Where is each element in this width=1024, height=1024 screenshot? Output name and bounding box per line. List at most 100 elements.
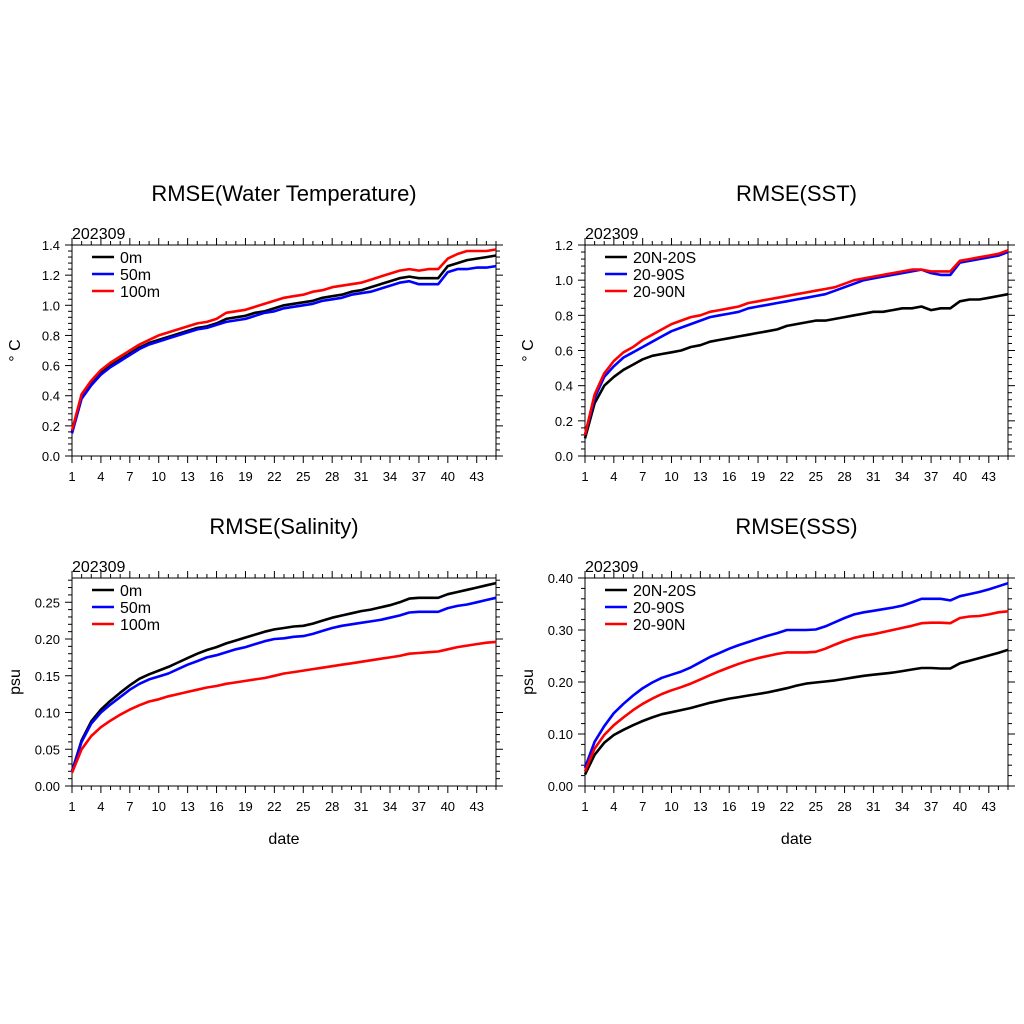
x-tick-label: 1: [68, 799, 75, 814]
series-line-3: [583, 249, 1009, 436]
x-tick-label: 31: [866, 469, 880, 484]
series-line-3: [70, 640, 497, 774]
series-line-1: [70, 254, 497, 433]
x-tick-label: 13: [693, 799, 707, 814]
chart-title: RMSE(SSS): [735, 514, 857, 539]
legend-label: 0m: [120, 583, 142, 600]
y-tick-label: 0.30: [548, 623, 573, 638]
x-tick-label: 37: [412, 799, 426, 814]
x-tick-label: 34: [895, 469, 909, 484]
x-tick-label: 7: [126, 469, 133, 484]
y-tick-label: 0.40: [548, 571, 573, 586]
y-axis-label: psu: [520, 669, 537, 695]
y-tick-label: 0.10: [548, 727, 573, 742]
series-line-2: [70, 264, 497, 434]
y-axis-label: ° C: [7, 339, 24, 361]
y-axis-label: psu: [7, 669, 24, 695]
y-tick-label: 0.05: [35, 742, 60, 757]
y-tick-label: 1.0: [42, 298, 60, 313]
x-tick-label: 1: [581, 799, 588, 814]
x-tick-label: 7: [126, 799, 133, 814]
x-tick-label: 16: [722, 469, 736, 484]
chart-title: RMSE(SST): [736, 181, 857, 206]
x-tick-label: 22: [267, 469, 281, 484]
x-tick-label: 40: [441, 469, 455, 484]
x-tick-label: 13: [180, 469, 194, 484]
y-tick-label: 0.2: [555, 414, 573, 429]
y-tick-label: 0.20: [35, 632, 60, 647]
x-tick-label: 43: [982, 469, 996, 484]
chart-title: RMSE(Salinity): [209, 514, 358, 539]
x-tick-label: 28: [325, 799, 339, 814]
chart-panel-4: RMSE(SSS) 202309 1 4 7 10 13 16 19 22 25 28 31 34 37 40…: [520, 514, 1015, 848]
x-tick-label: 28: [325, 469, 339, 484]
x-tick-label: 19: [751, 469, 765, 484]
legend-label: 20-90S: [633, 267, 685, 284]
y-tick-label: 0.6: [42, 359, 60, 374]
x-tick-label: 25: [296, 799, 310, 814]
x-tick-label: 16: [209, 469, 223, 484]
legend-label: 20N-20S: [633, 250, 696, 267]
x-axis-label: date: [781, 831, 812, 848]
y-tick-label: 0.15: [35, 669, 60, 684]
x-tick-label: 31: [354, 469, 368, 484]
legend-label: 20-90N: [633, 284, 685, 301]
series-line-2: [583, 581, 1009, 769]
series-line-2: [70, 596, 497, 772]
x-tick-label: 22: [780, 799, 794, 814]
x-tick-label: 43: [469, 799, 483, 814]
y-tick-label: 0.20: [548, 675, 573, 690]
x-tick-label: 10: [151, 469, 165, 484]
x-tick-label: 40: [953, 799, 967, 814]
x-tick-label: 22: [267, 799, 281, 814]
x-tick-label: 16: [209, 799, 223, 814]
legend-label: 100m: [120, 284, 160, 301]
y-tick-label: 0.10: [35, 706, 60, 721]
x-tick-label: 25: [296, 469, 310, 484]
y-tick-label: 0.00: [548, 779, 573, 794]
y-tick-label: 1.2: [42, 268, 60, 283]
chart-subtitle: 202309: [72, 559, 125, 576]
legend-label: 0m: [120, 250, 142, 267]
x-tick-label: 4: [610, 469, 617, 484]
x-tick-label: 7: [639, 799, 646, 814]
x-tick-label: 31: [354, 799, 368, 814]
chart-panel-1: RMSE(Water Temperature) 202309 1 4 7 10 13 16 19…: [7, 181, 503, 484]
y-tick-label: 0.00: [35, 779, 60, 794]
series-line-3: [70, 248, 497, 431]
chart-subtitle: 202309: [585, 226, 638, 243]
x-tick-label: 7: [639, 469, 646, 484]
x-tick-label: 19: [751, 799, 765, 814]
x-tick-label: 1: [581, 469, 588, 484]
series-line-3: [583, 610, 1009, 772]
legend-label: 100m: [120, 617, 160, 634]
y-tick-label: 1.2: [555, 238, 573, 253]
x-tick-label: 25: [808, 799, 822, 814]
x-tick-label: 43: [982, 799, 996, 814]
legend-label: 20-90S: [633, 600, 685, 617]
x-tick-label: 37: [924, 799, 938, 814]
legend-label: 50m: [120, 600, 151, 617]
legend-label: 50m: [120, 267, 151, 284]
series-line-1: [70, 581, 497, 772]
x-tick-label: 34: [383, 469, 397, 484]
x-tick-label: 28: [837, 469, 851, 484]
y-tick-label: 1.4: [42, 238, 60, 253]
series-line-1: [583, 292, 1009, 439]
chart-panel-3: RMSE(Salinity) 202309 1 4 7 10 13 16 19 22 25 28 31 3…: [7, 514, 503, 848]
y-tick-label: 0.4: [555, 379, 573, 394]
x-tick-label: 43: [469, 469, 483, 484]
y-tick-label: 0.4: [42, 389, 60, 404]
chart-title: RMSE(Water Temperature): [151, 181, 416, 206]
y-axis-label: ° C: [520, 339, 537, 361]
x-tick-label: 40: [953, 469, 967, 484]
x-tick-label: 31: [866, 799, 880, 814]
legend-label: 20N-20S: [633, 583, 696, 600]
chart-subtitle: 202309: [72, 226, 125, 243]
chart-subtitle: 202309: [585, 559, 638, 576]
x-tick-label: 22: [780, 469, 794, 484]
x-tick-label: 10: [664, 469, 678, 484]
x-tick-label: 25: [808, 469, 822, 484]
x-tick-label: 13: [180, 799, 194, 814]
